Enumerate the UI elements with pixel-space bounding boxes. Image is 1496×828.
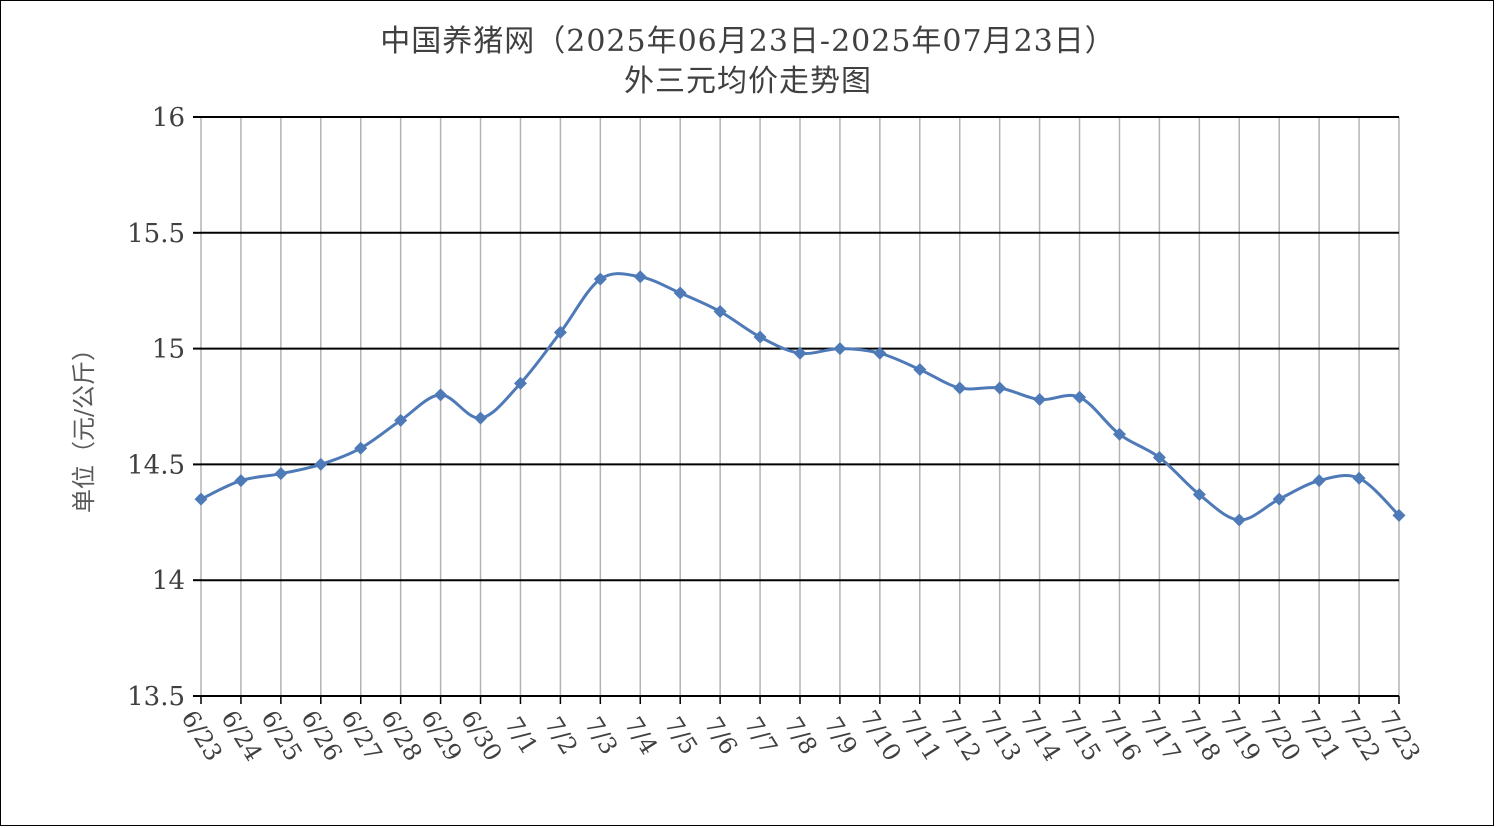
y-tick-label: 14.5 [127,450,185,480]
x-tick-label: 7/13 [974,705,1026,766]
x-tick-label: 7/12 [934,705,986,766]
horizontal-gridlines [193,116,1399,697]
data-point [394,413,408,427]
x-tick-label: 7/23 [1374,705,1426,766]
y-tick-label: 15.5 [127,219,185,249]
data-points [194,270,1406,527]
data-point [1392,508,1406,522]
x-tick-label: 7/10 [854,705,906,766]
x-tick-label: 6/29 [415,705,467,766]
data-point [873,346,887,360]
data-point [274,467,288,481]
data-point [673,286,687,300]
y-tick-labels: 16 15.5 15 14.5 14 13.5 [127,103,185,712]
data-point [1033,393,1047,407]
data-point [1192,488,1206,502]
y-tick-label: 15 [152,335,185,365]
data-point [1312,474,1326,488]
y-tick-label: 14 [152,566,185,596]
data-point [553,325,567,339]
data-point [1073,390,1087,404]
data-point [1152,450,1166,464]
x-tick-label: 7/6 [699,712,743,760]
data-point [194,492,208,506]
y-tick-label: 13.5 [127,682,185,712]
x-tick-label: 7/20 [1254,705,1306,766]
data-point [633,270,647,284]
x-tick-label: 7/11 [894,705,946,766]
x-tick-label: 7/17 [1134,705,1186,766]
x-tick-label: 6/27 [335,705,387,766]
data-point [1232,513,1246,527]
x-tick-label: 7/16 [1094,705,1146,766]
data-point [1272,492,1286,506]
data-point [593,272,607,286]
vertical-gridlines [200,117,1400,696]
data-point [434,388,448,402]
x-tick-label: 7/2 [539,712,583,760]
data-point [793,346,807,360]
data-point [234,474,248,488]
data-point [474,411,488,425]
x-tick-label: 7/15 [1054,705,1106,766]
chart-subtitle: 外三元均价走势图 [624,64,872,99]
x-tick-label: 7/22 [1334,705,1386,766]
data-point [833,342,847,356]
x-tick-label: 7/5 [659,712,703,760]
x-tick-label: 6/24 [216,705,268,766]
x-tick-label: 7/21 [1294,705,1346,766]
x-tick-label: 7/3 [579,712,623,760]
x-tick-label: 6/25 [255,705,307,766]
x-tick-label: 7/14 [1014,705,1066,766]
x-tick-labels: 6/236/246/256/266/276/286/296/307/17/27/… [176,696,1426,766]
chart-title: 中国养猪网（2025年06月23日-2025年07月23日） [380,24,1116,59]
x-tick-label: 6/28 [375,705,427,766]
x-tick-label: 7/7 [739,712,783,760]
data-point [913,362,927,376]
y-tick-label: 16 [152,103,185,133]
data-point [314,457,328,471]
data-point [354,441,368,455]
data-point [1112,427,1126,441]
data-point [953,381,967,395]
data-point [713,305,727,319]
data-point [513,376,527,390]
x-tick-label: 6/30 [455,705,507,766]
x-tick-label: 7/8 [779,712,823,760]
x-tick-label: 7/1 [499,712,543,760]
y-axis-label: 单位（元/公斤） [70,337,98,513]
data-point [753,330,767,344]
data-point [1352,471,1366,485]
x-tick-label: 7/18 [1174,705,1226,766]
x-tick-label: 7/4 [619,712,663,760]
x-tick-label: 6/23 [176,705,228,766]
x-tick-label: 7/19 [1214,705,1266,766]
x-tick-label: 6/26 [295,705,347,766]
data-point [993,381,1007,395]
